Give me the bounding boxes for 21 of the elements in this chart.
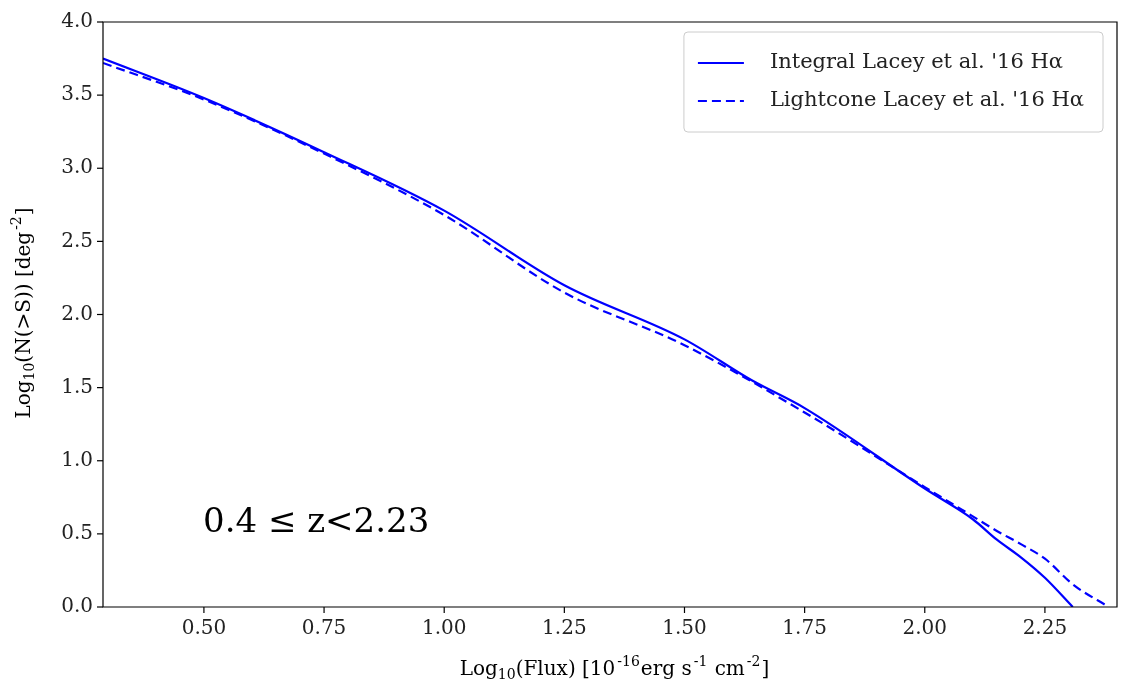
y-tick-label: 3.0 bbox=[61, 154, 93, 179]
y-axis-title: Log10(N(>S)) [deg-2] bbox=[8, 207, 37, 419]
y-tick-label: 1.5 bbox=[61, 373, 93, 398]
legend-label: Integral Lacey et al. '16 Hα bbox=[769, 49, 1063, 74]
x-tick-label: 1.50 bbox=[662, 615, 707, 640]
y-tick-label: 0.0 bbox=[61, 593, 93, 618]
x-tick-label: 1.25 bbox=[542, 615, 587, 640]
y-tick-label: 3.5 bbox=[61, 81, 93, 106]
y-tick-label: 2.0 bbox=[61, 300, 93, 325]
x-tick-label: 1.00 bbox=[421, 615, 467, 640]
y-tick-label: 2.5 bbox=[61, 227, 93, 252]
legend-label: Lightcone Lacey et al. '16 Hα bbox=[769, 87, 1085, 112]
x-tick-label: 1.75 bbox=[782, 615, 827, 640]
x-tick-label: 2.25 bbox=[1022, 615, 1068, 640]
x-tick-label: 2.00 bbox=[902, 615, 948, 640]
y-tick-label: 4.0 bbox=[61, 8, 93, 33]
y-tick-label: 0.5 bbox=[61, 520, 93, 545]
annotation: 0.4 ≤ z<2.23 bbox=[203, 500, 430, 540]
x-tick-label: 0.75 bbox=[301, 615, 347, 640]
y-tick-label: 1.0 bbox=[61, 446, 93, 471]
x-tick-label: 0.50 bbox=[181, 615, 227, 640]
